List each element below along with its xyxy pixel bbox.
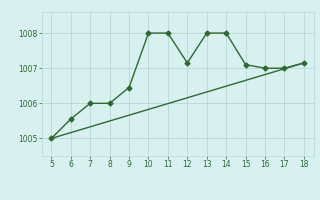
- Text: Graphe pression niveau de la mer (hPa): Graphe pression niveau de la mer (hPa): [48, 179, 272, 189]
